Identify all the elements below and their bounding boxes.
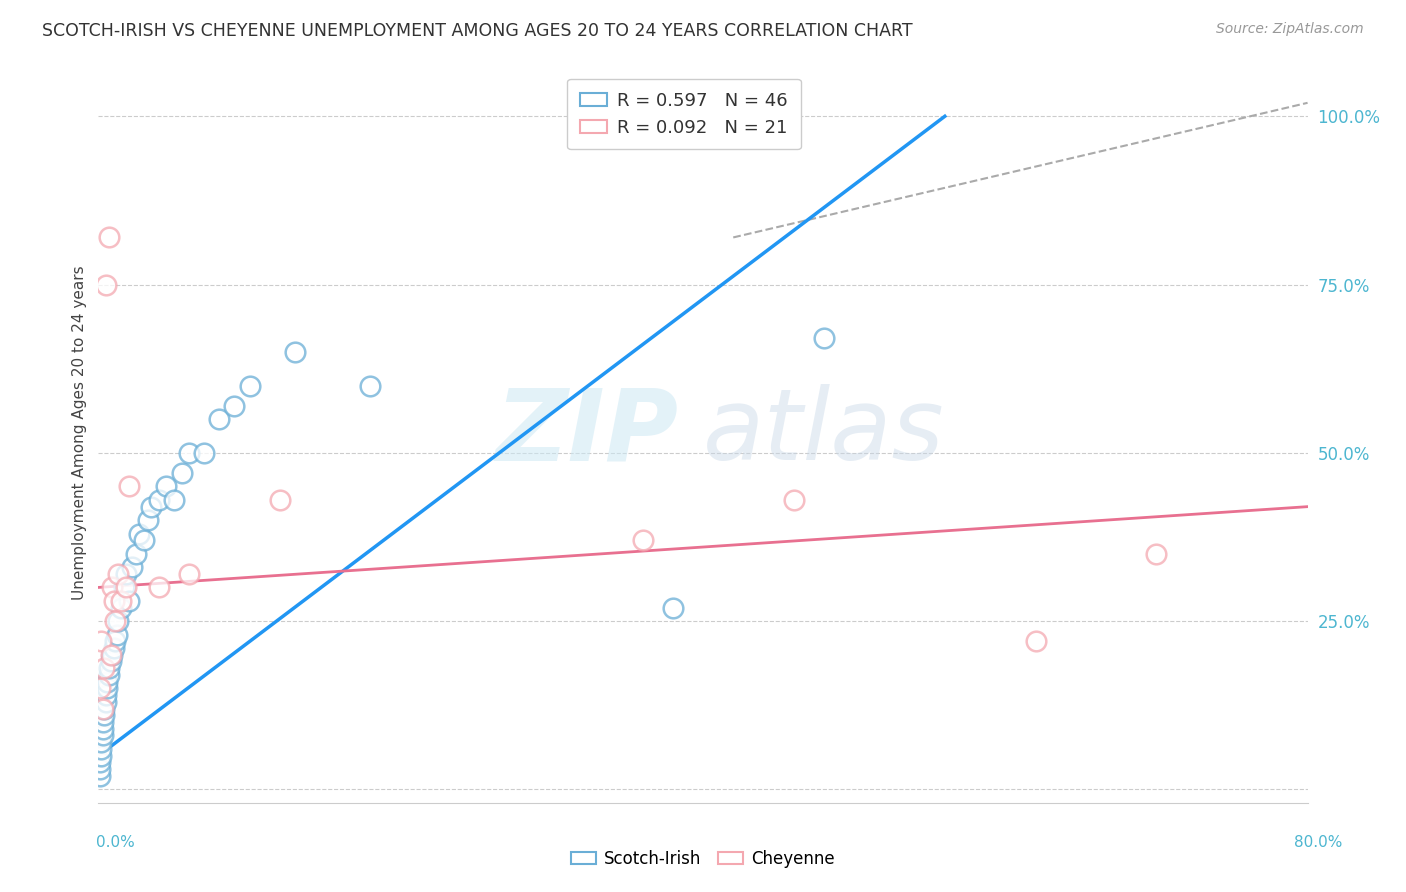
Point — [105, 627, 128, 641]
Point — [110, 594, 132, 608]
Point — [179, 566, 201, 581]
Point — [125, 547, 148, 561]
Point — [93, 661, 115, 675]
Point — [93, 708, 115, 723]
Point — [224, 399, 246, 413]
Y-axis label: Unemployment Among Ages 20 to 24 years: Unemployment Among Ages 20 to 24 years — [72, 265, 87, 600]
Point — [155, 479, 177, 493]
Point — [90, 748, 112, 763]
Legend: R = 0.597   N = 46, R = 0.092   N = 21: R = 0.597 N = 46, R = 0.092 N = 21 — [567, 78, 801, 149]
Point — [121, 560, 143, 574]
Point — [284, 344, 307, 359]
Text: atlas: atlas — [703, 384, 945, 481]
Point — [193, 446, 215, 460]
Point — [104, 634, 127, 648]
Point — [89, 769, 111, 783]
Point — [1024, 634, 1046, 648]
Point — [118, 594, 141, 608]
Point — [91, 729, 114, 743]
Point — [98, 661, 121, 675]
Text: 80.0%: 80.0% — [1295, 836, 1343, 850]
Point — [107, 614, 129, 628]
Point — [96, 674, 118, 689]
Point — [94, 688, 117, 702]
Point — [91, 714, 114, 729]
Point — [91, 722, 114, 736]
Text: Source: ZipAtlas.com: Source: ZipAtlas.com — [1216, 22, 1364, 37]
Point — [179, 446, 201, 460]
Point — [360, 378, 382, 392]
Point — [163, 492, 186, 507]
Point — [783, 492, 806, 507]
Point — [110, 600, 132, 615]
Point — [269, 492, 291, 507]
Point — [101, 581, 124, 595]
Point — [98, 230, 121, 244]
Point — [208, 412, 231, 426]
Point — [89, 681, 111, 696]
Point — [148, 581, 170, 595]
Point — [128, 526, 150, 541]
Point — [112, 581, 135, 595]
Point — [107, 566, 129, 581]
Point — [100, 655, 122, 669]
Point — [661, 600, 683, 615]
Point — [1144, 547, 1167, 561]
Point — [136, 513, 159, 527]
Point — [94, 695, 117, 709]
Point — [90, 735, 112, 749]
Point — [132, 533, 155, 548]
Point — [114, 566, 136, 581]
Point — [103, 594, 125, 608]
Point — [90, 742, 112, 756]
Point — [96, 681, 118, 696]
Point — [239, 378, 262, 392]
Point — [631, 533, 654, 548]
Text: 0.0%: 0.0% — [96, 836, 135, 850]
Point — [114, 581, 136, 595]
Point — [813, 331, 835, 345]
Point — [89, 756, 111, 770]
Point — [93, 701, 115, 715]
Point — [100, 648, 122, 662]
Text: ZIP: ZIP — [496, 384, 679, 481]
Legend: Scotch-Irish, Cheyenne: Scotch-Irish, Cheyenne — [564, 844, 842, 875]
Point — [141, 500, 163, 514]
Text: SCOTCH-IRISH VS CHEYENNE UNEMPLOYMENT AMONG AGES 20 TO 24 YEARS CORRELATION CHAR: SCOTCH-IRISH VS CHEYENNE UNEMPLOYMENT AM… — [42, 22, 912, 40]
Point — [91, 701, 114, 715]
Point — [104, 614, 127, 628]
Point — [90, 634, 112, 648]
Point — [101, 648, 124, 662]
Point — [118, 479, 141, 493]
Point — [94, 277, 117, 292]
Point — [148, 492, 170, 507]
Point — [89, 762, 111, 776]
Point — [170, 466, 193, 480]
Point — [98, 668, 121, 682]
Point — [103, 640, 125, 655]
